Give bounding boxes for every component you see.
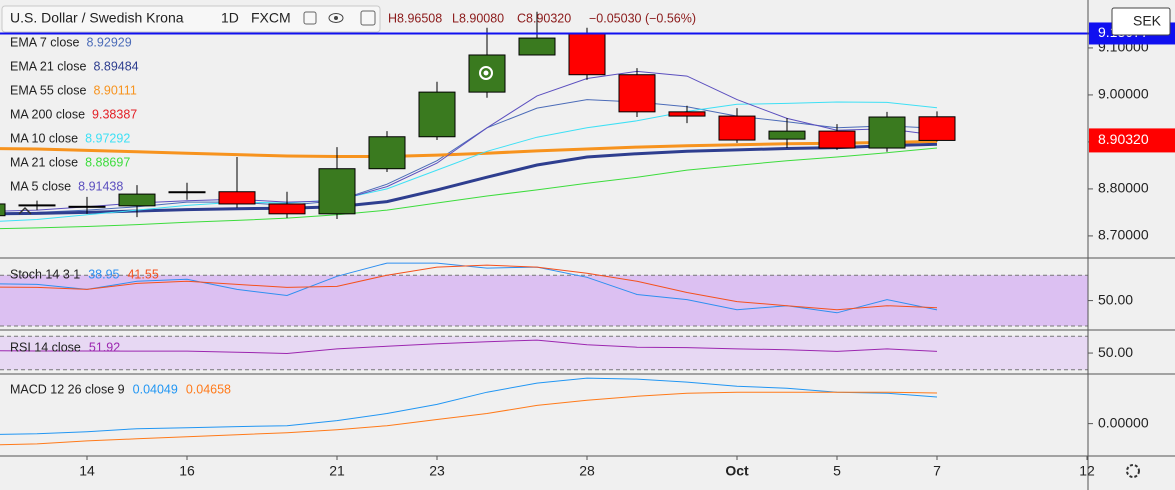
icon-square[interactable] (303, 11, 317, 25)
ohlc-value: L8.90080 (452, 11, 504, 25)
y-tick-label: 0.00000 (1098, 414, 1149, 430)
pane-title: MACD 12 26 close 9 (10, 382, 125, 396)
candle-body (168, 191, 206, 194)
overlay: U.S. Dollar / Swedish Krona 1D FXCM SEK … (1, 5, 1171, 478)
series-line (0, 339, 938, 355)
symbol: U.S. Dollar / Swedish Krona (10, 10, 184, 26)
y-tick-label: 8.80000 (1098, 180, 1149, 196)
candle-body (0, 203, 6, 217)
y-tick-label: 50.00 (1098, 291, 1133, 307)
icon-eye-pupil (334, 16, 338, 20)
legend-value: 0.04049 (133, 382, 178, 396)
legend-value: 8.92929 (86, 35, 131, 49)
candle-body (18, 204, 56, 207)
interval: 1D (221, 10, 239, 26)
candle-body (918, 116, 956, 141)
settings-icon[interactable] (1126, 464, 1140, 478)
candle-body (868, 116, 906, 149)
marker-icon[interactable] (479, 66, 493, 80)
candle-body (718, 115, 756, 141)
pane (0, 262, 1088, 327)
source: FXCM (251, 10, 291, 26)
candle-body (368, 136, 406, 170)
currency: SEK (1133, 13, 1162, 29)
series-line (0, 391, 938, 446)
legend-value: 51.92 (89, 340, 120, 354)
candle-body (418, 91, 456, 138)
x-tick-label: 16 (179, 463, 195, 479)
legend-value: 8.90111 (93, 83, 136, 97)
legend-name: MA 200 close (10, 107, 85, 121)
candle-body (268, 203, 306, 215)
price-label: 8.90320 (1098, 131, 1149, 147)
candle-body (618, 74, 656, 113)
x-tick-label: 12 (1079, 463, 1095, 479)
candle-body (118, 193, 156, 207)
ohlc-value: C8.90320 (517, 11, 571, 25)
pane-title: RSI 14 close (10, 340, 81, 354)
x-tick-label: Oct (725, 463, 749, 479)
series-line (0, 142, 938, 216)
legend-name: EMA 55 close (10, 83, 86, 97)
x-tick-label: 23 (429, 463, 445, 479)
x-tick-label: 7 (933, 463, 941, 479)
icon-eye[interactable] (328, 13, 344, 23)
legend-value: 38.95 (88, 267, 119, 281)
legend-name: MA 21 close (10, 155, 78, 169)
x-tick-label: 14 (79, 463, 95, 479)
ohlc-value: −0.05030 (−0.56%) (589, 11, 696, 25)
ohlc-value: H8.96508 (388, 11, 442, 25)
legend-value: 8.89484 (93, 59, 138, 73)
series-line (0, 147, 938, 230)
y-tick-label: 8.70000 (1098, 227, 1149, 243)
candle-body (818, 130, 856, 149)
legend-value: 9.38387 (92, 107, 137, 121)
x-tick-label: 21 (329, 463, 345, 479)
legend-name: EMA 21 close (10, 59, 86, 73)
header-box (1, 5, 381, 33)
candle-body (518, 37, 556, 56)
legend-value: 0.04658 (186, 382, 231, 396)
legend-name: EMA 7 close (10, 35, 80, 49)
band (0, 336, 1088, 370)
icon-more[interactable] (360, 10, 376, 26)
series-line (0, 377, 938, 435)
legend-value: 8.97292 (85, 131, 130, 145)
legend-value: 8.91438 (78, 179, 123, 193)
currency-box[interactable] (1111, 7, 1171, 36)
y-tick-label: 9.00000 (1098, 86, 1149, 102)
legend-name: MA 10 close (10, 131, 78, 145)
series-line (0, 139, 938, 158)
legend-value: 8.88697 (85, 155, 130, 169)
series-line (0, 101, 938, 222)
legend-value: 41.55 (127, 267, 158, 281)
candle-body (68, 205, 106, 208)
price-box (1089, 128, 1175, 153)
x-tick-label: 28 (579, 463, 595, 479)
candle-body (218, 191, 256, 205)
pane (0, 335, 1088, 371)
pane-title: Stoch 14 3 1 (10, 267, 80, 281)
x-tick-label: 5 (833, 463, 841, 479)
candle-body (568, 33, 606, 76)
band (0, 275, 1088, 326)
pane (0, 377, 938, 446)
marker-icon-dot (483, 70, 489, 76)
y-tick-label: 50.00 (1098, 344, 1133, 360)
candle-body (768, 130, 806, 140)
collapse-icon[interactable] (18, 206, 32, 215)
pane (0, 11, 956, 230)
series-line (0, 264, 938, 311)
candle-body (318, 168, 356, 215)
legend-name: MA 5 close (10, 179, 71, 193)
candle-body (668, 111, 706, 117)
